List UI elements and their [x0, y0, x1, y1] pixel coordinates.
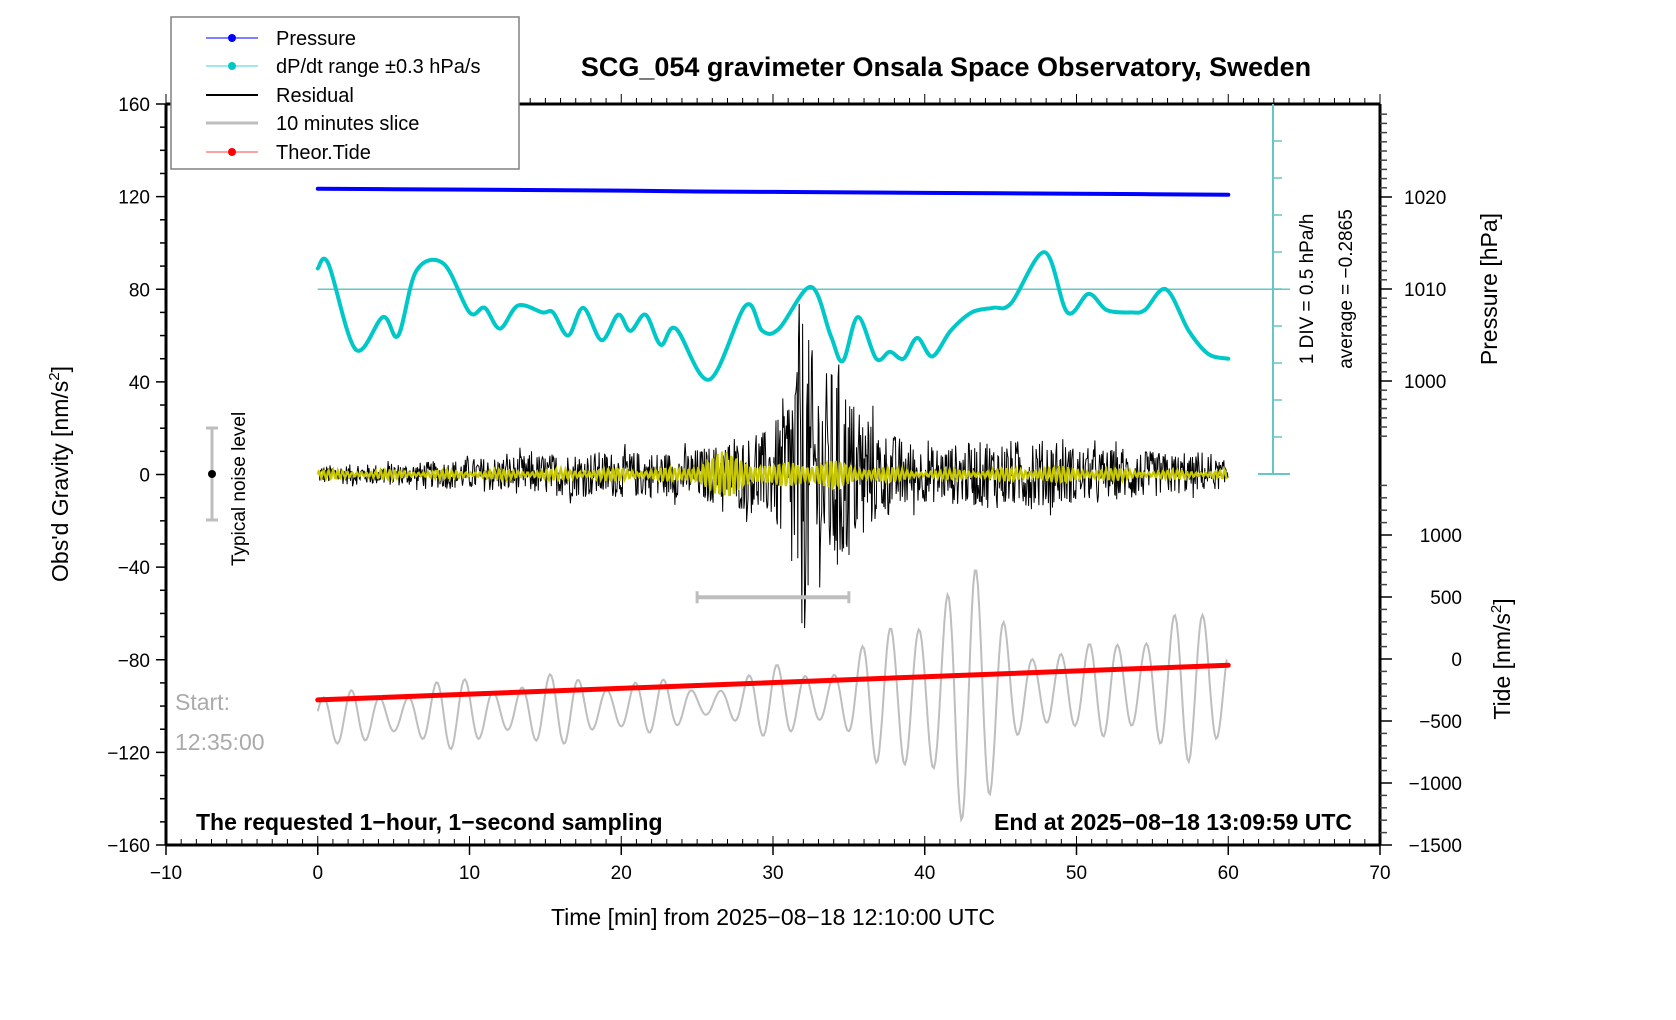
y-axis-tide-title: Tide [nm/s2]: [1488, 598, 1515, 719]
y-pressure-tick-label: 1010: [1404, 280, 1446, 301]
y-axis-tide-title-sup: 2: [1488, 605, 1505, 613]
y-pressure-tick-label: 1000: [1404, 372, 1446, 393]
legend-label-tide: Theor.Tide: [276, 142, 371, 164]
series-pressure: [315, 186, 1231, 197]
legend-pressure-dot: [228, 34, 236, 42]
series-residual-filtered: [316, 451, 1229, 497]
axis-tick-labels: −10 0 10 20 30 40 50 60 7016012080400−40−80−120−…: [107, 95, 1462, 884]
chart-title: SCG_054 gravimeter Onsala Space Observat…: [581, 52, 1311, 82]
y-left-tick-label: 120: [118, 188, 150, 209]
y-tide-tick-label: −500: [1419, 712, 1462, 733]
x-tick-label: 60: [1218, 863, 1239, 884]
legend-item-slice: 10 minutes slice: [206, 113, 419, 135]
y-left-tick-label: −80: [118, 651, 150, 672]
y-left-tick-label: −40: [118, 558, 150, 579]
legend-item-dpdt: dP/dt range ±0.3 hPa/s: [206, 56, 480, 78]
div-scale-label: 1 DIV = 0.5 hPa/h: [1297, 214, 1318, 365]
x-tick-label: 10: [459, 863, 480, 884]
y-axis-left-title-end: ]: [47, 366, 73, 372]
legend-box: [170, 16, 520, 170]
series-theor-tide: [315, 662, 1231, 703]
y-tide-tick-label: −1500: [1409, 836, 1462, 857]
y-pressure-tick-label: 1020: [1404, 188, 1446, 209]
series-dpdt: [315, 250, 1231, 382]
x-tick-label: 40: [914, 863, 935, 884]
typical-noise-level-marker: Typical noise level: [206, 412, 250, 566]
x-tick-label: 0: [312, 863, 323, 884]
legend-item-tide: Theor.Tide: [206, 142, 371, 164]
legend-label-residual: Residual: [276, 85, 354, 107]
y-axis-pressure-title: Pressure [hPa]: [1476, 213, 1502, 365]
pressure-line: [315, 186, 1231, 197]
legend-tide-dot: [228, 148, 236, 156]
y-axis-tide-title-main: Tide [nm/s: [1489, 613, 1515, 720]
y-left-tick-label: −160: [107, 836, 150, 857]
y-axis-left-title: Obs'd Gravity [nm/s2]: [46, 366, 73, 582]
legend: Pressure dP/dt range ±0.3 hPa/s Residual…: [170, 16, 520, 170]
y-axis-left-title-main: Obs'd Gravity [nm/s: [47, 381, 73, 582]
x-tick-label: −10: [150, 863, 182, 884]
start-label: Start:: [175, 689, 230, 715]
dpdt-line: [315, 250, 1231, 382]
y-left-tick-label: 0: [139, 466, 150, 487]
y-tide-tick-label: 500: [1430, 588, 1462, 609]
x-tick-label: 20: [611, 863, 632, 884]
start-time: 12:35:00: [175, 729, 265, 755]
y-axis-left-title-sup: 2: [46, 372, 63, 380]
noise-center-dot: [208, 470, 216, 478]
x-axis-title: Time [min] from 2025−08−18 12:10:00 UTC: [551, 904, 995, 930]
y-left-tick-label: −120: [107, 743, 150, 764]
x-tick-label: 70: [1369, 863, 1390, 884]
residual-filtered-line: [316, 451, 1229, 497]
bottom-left-note: The requested 1−hour, 1−second sampling: [196, 809, 663, 835]
y-tide-tick-label: −1000: [1409, 774, 1462, 795]
y-left-tick-label: 40: [129, 373, 150, 394]
y-tide-tick-label: 1000: [1420, 526, 1462, 547]
y-tide-tick-label: 0: [1451, 650, 1462, 671]
average-label: average = −0.2865: [1336, 209, 1357, 369]
x-tick-label: 50: [1066, 863, 1087, 884]
bottom-right-note: End at 2025−08−18 13:09:59 UTC: [994, 809, 1352, 835]
y-left-tick-label: 80: [129, 280, 150, 301]
theor-tide-line: [315, 662, 1231, 703]
slice-window-marker: [695, 591, 851, 604]
x-tick-label: 30: [762, 863, 783, 884]
legend-label-pressure: Pressure: [276, 28, 356, 50]
noise-label: Typical noise level: [229, 412, 250, 566]
y-left-tick-label: 160: [118, 95, 150, 116]
legend-label-dpdt: dP/dt range ±0.3 hPa/s: [276, 56, 480, 78]
legend-label-slice: 10 minutes slice: [276, 113, 419, 135]
legend-dpdt-dot: [228, 62, 236, 70]
y-axis-tide-title-end: ]: [1489, 598, 1515, 604]
legend-item-pressure: Pressure: [206, 28, 356, 50]
legend-item-residual: Residual: [206, 85, 354, 107]
